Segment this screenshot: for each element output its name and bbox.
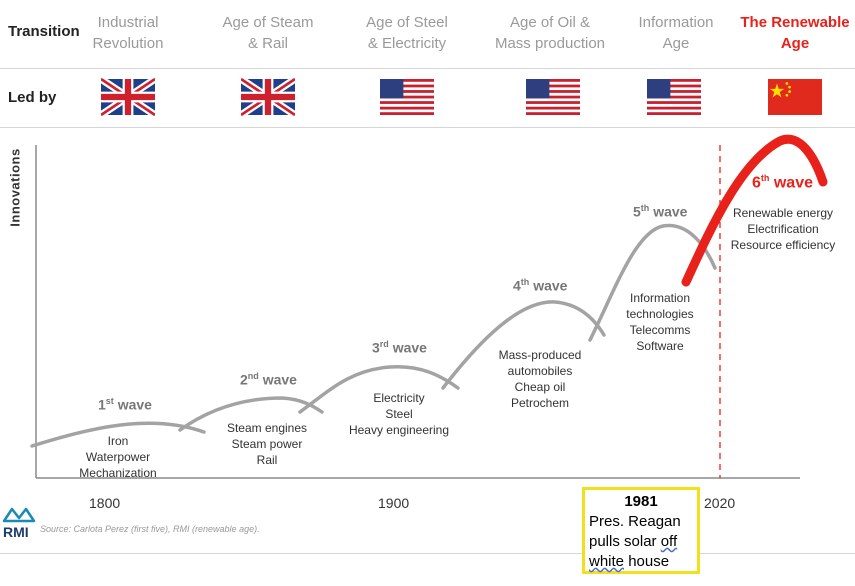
era-line: & Electricity: [367, 35, 447, 52]
wave-number: 3: [372, 339, 380, 356]
transition-row-label: Transition: [8, 23, 80, 40]
wave-3-items: Electricity Steel Heavy engineering: [329, 390, 469, 438]
wave-ordinal: th: [520, 277, 530, 287]
year-label-2020: 2020: [704, 495, 736, 511]
bottom-divider: [0, 553, 855, 554]
era-line: Age: [662, 35, 690, 52]
wave-2-items: Steam engines Steam power Rail: [197, 420, 337, 468]
us-flag-icon: [380, 79, 434, 115]
era-line: Revolution: [92, 35, 164, 52]
wave-item: Telecomms: [629, 323, 691, 337]
wave-number: 1: [98, 396, 106, 413]
wave-6-curve: [681, 134, 828, 287]
header-divider: [0, 68, 855, 69]
wave-word: wave: [117, 396, 152, 413]
wave-item: Information: [629, 291, 691, 305]
wave-item: Petrochem: [510, 396, 570, 410]
callout-text: house: [624, 553, 670, 570]
wave-ordinal: rd: [379, 339, 389, 349]
wave-4-curve: [441, 300, 606, 390]
wave-item: Software: [636, 339, 684, 353]
spellcheck-underlined-word: off: [660, 533, 678, 550]
era-line: Age of Steel: [366, 14, 448, 31]
callout-line: Pres. Reagan: [589, 513, 681, 530]
wave-item: Cheap oil: [514, 380, 566, 394]
wave-ordinal: th: [640, 203, 650, 213]
era-oil-mass-production: Age of Oil & Mass production: [485, 12, 615, 54]
era-line: Mass production: [494, 35, 606, 52]
era-steel-electricity: Age of Steel & Electricity: [342, 12, 472, 54]
callout-line: pulls solar off: [589, 532, 693, 552]
era-line: Industrial: [97, 14, 159, 31]
wave-word: wave: [262, 371, 297, 388]
era-line: Age of Oil &: [509, 14, 591, 31]
wave-1-title: 1st wave: [98, 396, 152, 413]
us-flag-icon: [647, 79, 701, 115]
china-flag-icon: [768, 79, 822, 115]
wave-item: technologies: [626, 307, 694, 321]
wave-ordinal: st: [105, 396, 114, 406]
wave-word: wave: [392, 339, 427, 356]
spellcheck-underlined-word: white: [589, 553, 625, 570]
wave-5-items: Information technologies Telecomms Softw…: [590, 290, 730, 354]
wave-item: Rail: [256, 453, 278, 467]
wave-4-title: 4th wave: [513, 277, 567, 294]
wave-3-title: 3rd wave: [372, 339, 427, 356]
wave-number: 2: [240, 371, 248, 388]
us-flag-icon: [526, 79, 580, 115]
wave-4-items: Mass-produced automobiles Cheap oil Petr…: [470, 347, 610, 411]
era-line: Age: [780, 35, 810, 52]
wave-item: automobiles: [507, 364, 573, 378]
wave-ordinal: th: [760, 173, 770, 183]
wave-ordinal: nd: [247, 371, 259, 381]
year-label-1800: 1800: [89, 495, 121, 511]
wave-item: Mechanization: [79, 466, 157, 480]
uk-flag-icon: [101, 78, 155, 116]
wave-item: Resource efficiency: [730, 238, 836, 252]
wave-item: Waterpower: [85, 450, 151, 464]
source-note: Source: Carlota Perez (first five), RMI …: [40, 524, 260, 534]
reagan-callout: 1981 Pres. Reagan pulls solar off white …: [582, 487, 700, 574]
wave-6-items: Renewable energy Electrification Resourc…: [713, 205, 853, 253]
wave-number: 6: [752, 174, 761, 192]
year-label-1900: 1900: [378, 495, 410, 511]
era-line: The Renewable: [740, 14, 850, 31]
callout-line: white house: [589, 552, 693, 572]
wave-item: Mass-produced: [498, 348, 582, 362]
wave-3-curve: [298, 365, 460, 414]
wave-item: Heavy engineering: [348, 423, 450, 437]
callout-text: pulls solar: [589, 533, 661, 550]
wave-word: wave: [533, 277, 568, 294]
led-by-row-label: Led by: [8, 89, 57, 106]
wave-item: Steam engines: [226, 421, 308, 435]
wave-item: Electricity: [373, 391, 425, 405]
wave-number: 5: [633, 203, 641, 220]
wave-5-title: 5th wave: [633, 203, 687, 220]
era-industrial-revolution: Industrial Revolution: [63, 12, 193, 54]
wave-item: Steel: [385, 407, 413, 421]
wave-word: wave: [773, 174, 813, 192]
wave-item: Steam power: [231, 437, 303, 451]
era-information-age: Information Age: [611, 12, 741, 54]
era-line: Age of Steam: [222, 14, 314, 31]
wave-item: Iron: [107, 434, 129, 448]
wave-2-title: 2nd wave: [240, 371, 297, 388]
wave-item: Renewable energy: [732, 206, 834, 220]
header-divider: [0, 127, 855, 128]
y-axis-label: Innovations: [7, 148, 23, 227]
era-steam-rail: Age of Steam & Rail: [203, 12, 333, 54]
rmi-logo: RMI: [2, 507, 36, 540]
era-line: Information: [638, 14, 714, 31]
uk-flag-icon: [241, 78, 295, 116]
wave-6-title: 6th wave: [752, 173, 813, 192]
callout-year: 1981: [624, 493, 658, 510]
era-line: & Rail: [247, 35, 288, 52]
wave-1-items: Iron Waterpower Mechanization: [48, 433, 188, 481]
logo-text: RMI: [3, 524, 29, 540]
wave-number: 4: [513, 277, 521, 294]
wave-word: wave: [653, 203, 688, 220]
wave-item: Electrification: [747, 222, 819, 236]
era-renewable-age: The Renewable Age: [730, 12, 855, 54]
